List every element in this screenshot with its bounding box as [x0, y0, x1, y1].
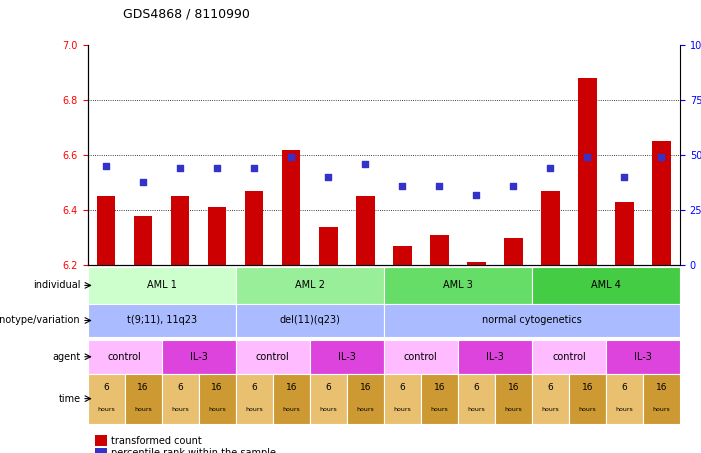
Text: control: control — [552, 352, 586, 362]
Text: hours: hours — [653, 407, 670, 412]
Text: IL-3: IL-3 — [634, 352, 652, 362]
Text: percentile rank within the sample: percentile rank within the sample — [111, 448, 275, 453]
Text: 6: 6 — [103, 383, 109, 392]
Text: 16: 16 — [582, 383, 593, 392]
Text: control: control — [404, 352, 437, 362]
Text: AML 4: AML 4 — [591, 280, 621, 290]
Point — [619, 173, 630, 181]
Text: AML 3: AML 3 — [443, 280, 472, 290]
Bar — [467, 262, 486, 265]
Text: AML 2: AML 2 — [294, 280, 325, 290]
Bar — [97, 196, 116, 265]
Text: 16: 16 — [285, 383, 297, 392]
Text: 16: 16 — [434, 383, 445, 392]
Point — [397, 182, 408, 189]
Point — [582, 154, 593, 161]
Text: 16: 16 — [212, 383, 223, 392]
Text: transformed count: transformed count — [111, 436, 201, 446]
Bar — [578, 78, 597, 265]
Point — [249, 165, 260, 172]
Text: GDS4868 / 8110990: GDS4868 / 8110990 — [123, 7, 250, 20]
Text: hours: hours — [615, 407, 633, 412]
Bar — [245, 191, 264, 265]
Text: 16: 16 — [508, 383, 519, 392]
Bar — [430, 235, 449, 265]
Point — [656, 154, 667, 161]
Text: del(11)(q23): del(11)(q23) — [279, 315, 340, 326]
Point — [508, 182, 519, 189]
Text: hours: hours — [505, 407, 522, 412]
Bar — [541, 191, 559, 265]
Text: genotype/variation: genotype/variation — [0, 315, 81, 326]
Bar — [282, 149, 301, 265]
Text: IL-3: IL-3 — [486, 352, 504, 362]
Text: 16: 16 — [137, 383, 149, 392]
Bar — [356, 196, 374, 265]
Text: hours: hours — [578, 407, 597, 412]
Point — [434, 182, 445, 189]
Bar — [208, 207, 226, 265]
Text: 6: 6 — [547, 383, 553, 392]
Point — [285, 154, 297, 161]
Text: hours: hours — [171, 407, 189, 412]
Point — [360, 160, 371, 168]
Text: hours: hours — [356, 407, 374, 412]
Text: hours: hours — [430, 407, 448, 412]
Point — [322, 173, 334, 181]
Bar — [134, 216, 152, 265]
Text: hours: hours — [320, 407, 337, 412]
Text: individual: individual — [33, 280, 81, 290]
Text: hours: hours — [393, 407, 411, 412]
Text: hours: hours — [135, 407, 152, 412]
Bar — [615, 202, 634, 265]
Text: hours: hours — [283, 407, 300, 412]
Text: hours: hours — [245, 407, 263, 412]
Text: 16: 16 — [655, 383, 667, 392]
Text: 6: 6 — [622, 383, 627, 392]
Text: AML 1: AML 1 — [147, 280, 177, 290]
Text: IL-3: IL-3 — [338, 352, 355, 362]
Point — [137, 178, 149, 185]
Text: hours: hours — [208, 407, 226, 412]
Text: hours: hours — [97, 407, 115, 412]
Text: 6: 6 — [400, 383, 405, 392]
Point — [212, 165, 223, 172]
Point — [471, 191, 482, 198]
Bar — [652, 141, 671, 265]
Text: control: control — [256, 352, 290, 362]
Text: 6: 6 — [473, 383, 479, 392]
Text: t(9;11), 11q23: t(9;11), 11q23 — [127, 315, 197, 326]
Text: 6: 6 — [177, 383, 183, 392]
Bar — [319, 226, 337, 265]
Point — [175, 165, 186, 172]
Point — [100, 163, 111, 170]
Text: normal cytogenetics: normal cytogenetics — [482, 315, 582, 326]
Text: 6: 6 — [325, 383, 331, 392]
Text: 16: 16 — [360, 383, 371, 392]
Text: hours: hours — [468, 407, 485, 412]
Bar — [171, 196, 189, 265]
Bar — [504, 237, 523, 265]
Text: hours: hours — [541, 407, 559, 412]
Point — [545, 165, 556, 172]
Text: IL-3: IL-3 — [190, 352, 207, 362]
Text: agent: agent — [53, 352, 81, 362]
Text: time: time — [58, 394, 81, 404]
Text: control: control — [108, 352, 142, 362]
Bar — [393, 246, 411, 265]
Text: 6: 6 — [252, 383, 257, 392]
